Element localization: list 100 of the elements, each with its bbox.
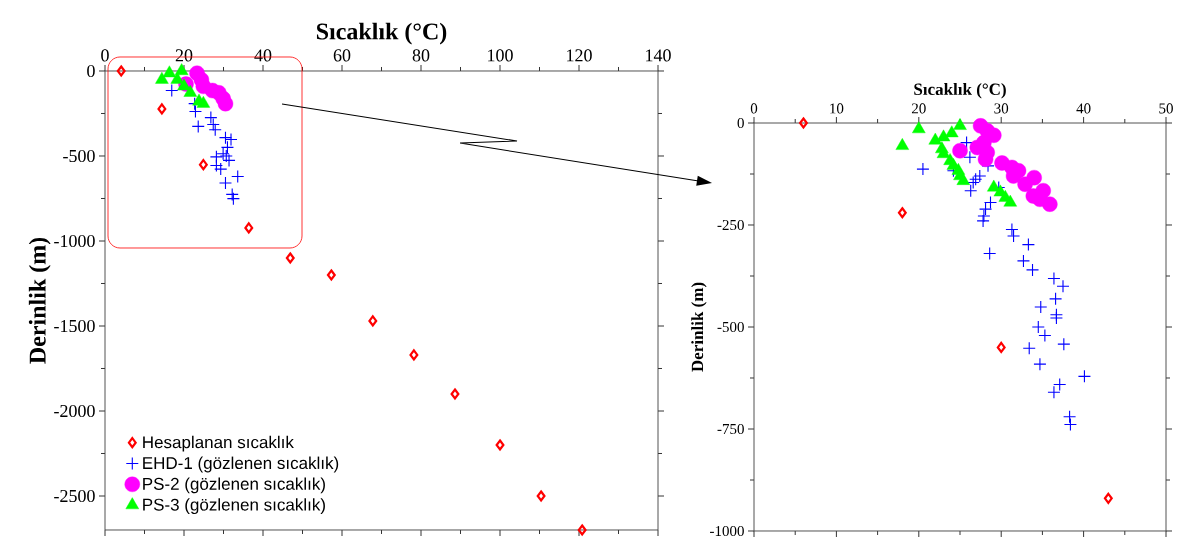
y-tick-label: -500: [63, 149, 95, 163]
point: [208, 123, 222, 137]
x-tick-label: 140: [646, 49, 671, 62]
point: [1053, 377, 1067, 392]
point: [191, 119, 205, 133]
y-tick-label: 0: [87, 64, 95, 78]
point: [536, 490, 546, 502]
x-tick-label: 40: [254, 49, 272, 62]
x-tick-label: 20: [911, 103, 926, 114]
point: [1021, 238, 1035, 252]
legend-label: EHD-1 (gözlenen sıcaklık): [143, 456, 339, 473]
point: [1033, 357, 1047, 371]
y-tick-label: 0: [737, 117, 744, 129]
x-tick-label: 80: [412, 49, 430, 62]
y-tick-label: -750: [717, 423, 744, 435]
point: [1077, 369, 1091, 383]
point: [1103, 492, 1113, 504]
point: [368, 315, 378, 327]
point: [1057, 337, 1071, 351]
point: [155, 71, 169, 84]
legend-label: PS-2 (gözlenen sıcaklık): [143, 477, 325, 494]
point: [977, 209, 991, 223]
point: [1034, 300, 1048, 314]
point: [170, 71, 184, 84]
point: [183, 85, 198, 97]
point: [964, 184, 978, 198]
x-tick-label: 30: [994, 103, 1009, 114]
point: [218, 131, 233, 145]
x-tick-label: 20: [175, 49, 193, 62]
y-tick-label: -500: [717, 321, 744, 333]
point: [1022, 341, 1036, 355]
x-tick-label: 120: [567, 49, 592, 62]
point: [495, 439, 505, 451]
legend-label: Hesaplanan sıcaklık: [143, 435, 294, 452]
y-axis-title: Derinlik (m): [691, 282, 707, 372]
point: [928, 132, 942, 145]
point: [966, 176, 980, 190]
point: [577, 524, 587, 536]
point: [196, 95, 211, 108]
x-tick-label: 0: [750, 103, 758, 114]
point: [1056, 279, 1070, 293]
point: [450, 388, 460, 400]
y-tick-label: -1500: [54, 319, 95, 333]
point: [983, 196, 998, 210]
point: [198, 159, 208, 171]
x-axis-title: Sıcaklık (°C): [316, 22, 447, 45]
point: [963, 150, 977, 164]
point: [326, 269, 336, 281]
x-tick-label: 0: [101, 49, 109, 62]
point: [1049, 292, 1063, 306]
point: [983, 247, 997, 261]
point: [226, 192, 240, 206]
point: [220, 140, 234, 154]
y-tick-label: -1000: [54, 234, 95, 248]
point: [976, 214, 990, 228]
point: [157, 103, 167, 115]
point: [409, 349, 419, 361]
point: [973, 169, 987, 183]
point: [1003, 194, 1017, 207]
point: [1063, 410, 1077, 424]
point: [225, 187, 239, 201]
point: [244, 222, 254, 234]
point: [1016, 254, 1030, 268]
y-tick-label: -1000: [710, 525, 744, 537]
point: [996, 341, 1006, 353]
point: [969, 172, 983, 186]
point: [912, 121, 926, 134]
point: [231, 170, 245, 184]
x-tick-label: 60: [333, 49, 351, 62]
point: [979, 202, 993, 216]
point: [1007, 229, 1021, 243]
x-tick-label: 10: [830, 103, 844, 114]
point: [1042, 196, 1058, 212]
point: [936, 129, 951, 142]
y-tick-label: -2000: [54, 404, 95, 418]
point: [1047, 271, 1061, 285]
legend-label: PS-3 (gözlenen sıcaklık): [143, 498, 325, 515]
point: [956, 173, 970, 185]
y-tick-label: -2500: [54, 489, 95, 503]
point: [916, 162, 930, 176]
point: [1025, 263, 1040, 277]
point: [188, 104, 203, 119]
point: [116, 65, 126, 77]
point: [165, 84, 179, 98]
point: [1047, 385, 1061, 399]
point: [895, 138, 910, 150]
point: [206, 118, 220, 132]
y-tick-label: -250: [717, 219, 744, 231]
y-axis-title: Derinlik (m): [28, 237, 51, 364]
point: [1017, 176, 1033, 192]
x-tick-label: 50: [1159, 103, 1173, 114]
point: [897, 207, 907, 219]
point: [217, 95, 234, 112]
x-tick-label: 40: [1076, 103, 1091, 114]
point: [285, 252, 295, 264]
point: [218, 176, 233, 190]
point: [953, 118, 967, 130]
point: [987, 179, 1001, 192]
point: [1063, 417, 1077, 432]
point: [224, 132, 238, 147]
